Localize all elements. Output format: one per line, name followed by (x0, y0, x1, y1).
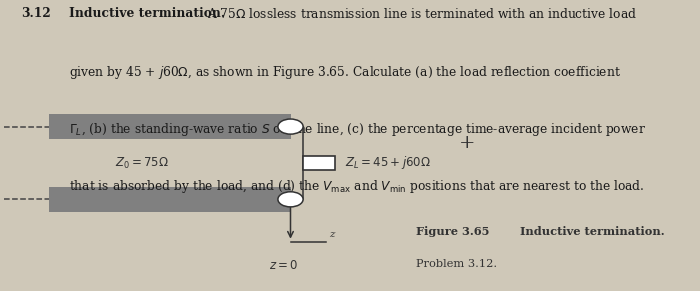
Text: given by 45 + $j$60$\Omega$, as shown in Figure 3.65. Calculate (a) the load ref: given by 45 + $j$60$\Omega$, as shown in… (69, 64, 621, 81)
Ellipse shape (278, 192, 303, 207)
Ellipse shape (278, 119, 303, 134)
Bar (49, 187, 290, 212)
Text: 3.12: 3.12 (21, 7, 50, 20)
Text: +: + (459, 134, 476, 152)
Text: Figure 3.65: Figure 3.65 (416, 226, 502, 237)
Text: $Z_0 = 75\Omega$: $Z_0 = 75\Omega$ (115, 155, 169, 171)
Text: Problem 3.12.: Problem 3.12. (416, 259, 498, 269)
Text: z: z (329, 230, 335, 239)
Text: $\Gamma_L$, (b) the standing-wave ratio $S$ on the line, (c) the percentage time: $\Gamma_L$, (b) the standing-wave ratio … (69, 121, 645, 138)
Text: Inductive termination.: Inductive termination. (69, 7, 225, 20)
Bar (49, 114, 290, 139)
Text: Inductive termination.: Inductive termination. (520, 226, 665, 237)
Text: that is absorbed by the load, and (d) the $V_\mathrm{max}$ and $V_\mathrm{min}$ : that is absorbed by the load, and (d) th… (69, 178, 644, 194)
Text: $z = 0$: $z = 0$ (269, 259, 298, 272)
Bar (303, 156, 335, 170)
Text: A 75$\Omega$ lossless transmission line is terminated with an inductive load: A 75$\Omega$ lossless transmission line … (207, 7, 637, 21)
Text: $Z_L = 45 + j60\Omega$: $Z_L = 45 + j60\Omega$ (345, 155, 431, 171)
